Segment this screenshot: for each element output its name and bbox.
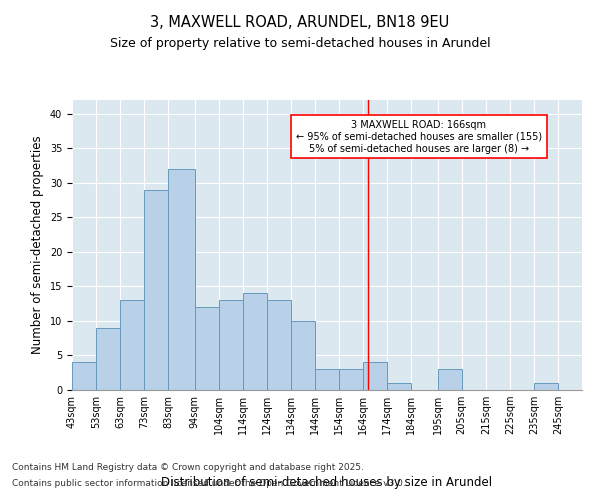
Bar bbox=[96, 328, 120, 390]
Bar bbox=[267, 300, 291, 390]
Text: Contains public sector information licensed under the Open Government Licence v3: Contains public sector information licen… bbox=[12, 478, 406, 488]
Bar bbox=[168, 169, 194, 390]
Text: Contains HM Land Registry data © Crown copyright and database right 2025.: Contains HM Land Registry data © Crown c… bbox=[12, 464, 364, 472]
Bar bbox=[315, 370, 339, 390]
Bar bbox=[243, 294, 267, 390]
Bar bbox=[437, 370, 462, 390]
Bar bbox=[194, 307, 219, 390]
Bar bbox=[387, 383, 411, 390]
X-axis label: Distribution of semi-detached houses by size in Arundel: Distribution of semi-detached houses by … bbox=[161, 476, 493, 489]
Bar bbox=[72, 362, 96, 390]
Bar bbox=[144, 190, 168, 390]
Bar bbox=[219, 300, 243, 390]
Bar bbox=[534, 383, 558, 390]
Text: 3, MAXWELL ROAD, ARUNDEL, BN18 9EU: 3, MAXWELL ROAD, ARUNDEL, BN18 9EU bbox=[151, 15, 449, 30]
Y-axis label: Number of semi-detached properties: Number of semi-detached properties bbox=[31, 136, 44, 354]
Bar bbox=[339, 370, 363, 390]
Text: 3 MAXWELL ROAD: 166sqm
← 95% of semi-detached houses are smaller (155)
5% of sem: 3 MAXWELL ROAD: 166sqm ← 95% of semi-det… bbox=[296, 120, 542, 154]
Bar bbox=[363, 362, 387, 390]
Bar bbox=[291, 321, 315, 390]
Bar bbox=[120, 300, 144, 390]
Text: Size of property relative to semi-detached houses in Arundel: Size of property relative to semi-detach… bbox=[110, 38, 490, 51]
